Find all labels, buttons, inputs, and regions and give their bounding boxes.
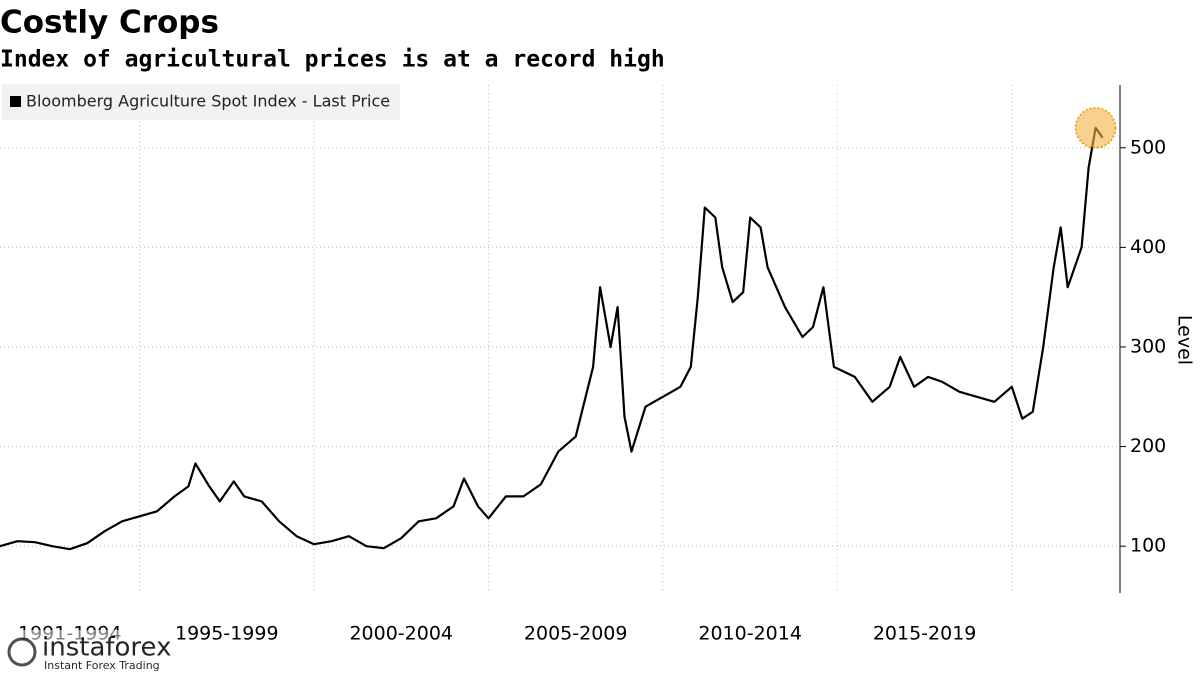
watermark-logo bbox=[7, 637, 37, 667]
legend-box bbox=[2, 84, 401, 120]
y-tick-label: 100 bbox=[1130, 535, 1166, 557]
watermark-bg bbox=[2, 630, 178, 674]
chart-subtitle: Index of agricultural prices is at a rec… bbox=[0, 47, 665, 73]
legend-label: Bloomberg Agriculture Spot Index - Last … bbox=[26, 92, 390, 111]
y-tick-label: 500 bbox=[1130, 136, 1166, 158]
x-tick-label: 2005-2009 bbox=[524, 623, 628, 645]
x-tick-label: 2000-2004 bbox=[349, 623, 453, 645]
x-tick-label: 2010-2014 bbox=[698, 623, 802, 645]
x-tick-label: 1995-1999 bbox=[175, 623, 279, 645]
y-axis-label: Level bbox=[1174, 315, 1196, 365]
chart-title: Costly Crops bbox=[0, 5, 219, 41]
watermark: instaforex Instant Forex Trading bbox=[2, 630, 178, 674]
y-tick-label: 400 bbox=[1130, 236, 1166, 258]
record-highlight bbox=[1074, 107, 1117, 149]
watermark-tagline: Instant Forex Trading bbox=[44, 659, 160, 672]
watermark-name: instaforex bbox=[42, 633, 171, 663]
x-tick-label: 2015-2019 bbox=[873, 623, 977, 645]
y-tick-label: 200 bbox=[1130, 435, 1166, 457]
legend-swatch bbox=[10, 96, 21, 107]
series-line bbox=[0, 126, 1104, 551]
y-tick-label: 300 bbox=[1130, 335, 1166, 357]
